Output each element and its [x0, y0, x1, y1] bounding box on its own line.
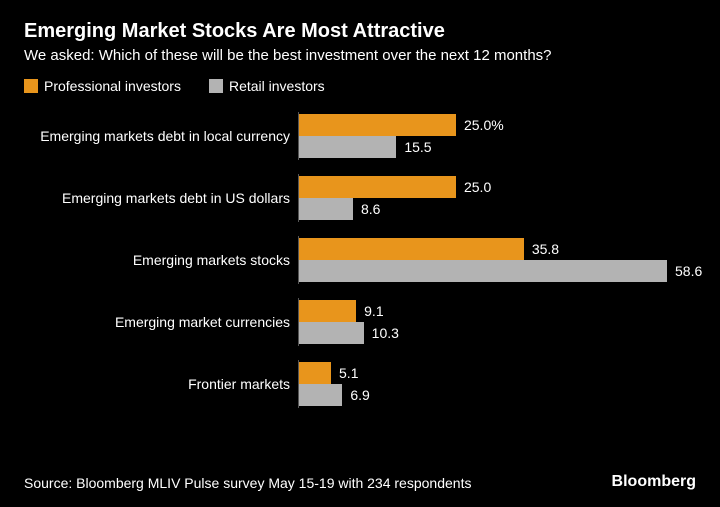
- chart-row: Emerging markets debt in US dollars 25.0 8…: [28, 174, 696, 222]
- chart-row: Emerging markets debt in local currency2…: [28, 112, 696, 160]
- bar-retail: 6.9: [299, 384, 696, 406]
- bar-professional: 5.1: [299, 362, 696, 384]
- bar-professional: 25.0%: [299, 114, 696, 136]
- bar-retail: 10.3: [299, 322, 696, 344]
- bar-retail: 8.6: [299, 198, 696, 220]
- chart-row: Frontier markets5.16.9: [28, 360, 696, 408]
- bar-value-label: 25.0%: [464, 117, 504, 133]
- bar-rect: [299, 136, 396, 158]
- bar-value-label: 9.1: [364, 303, 383, 319]
- bar-rect: [299, 176, 456, 198]
- category-label: Frontier markets: [28, 376, 298, 392]
- bar-professional: 9.1: [299, 300, 696, 322]
- bars-group: 5.16.9: [298, 360, 696, 408]
- bar-retail: 15.5: [299, 136, 696, 158]
- legend: Professional investors Retail investors: [24, 78, 696, 94]
- chart-row: Emerging market currencies 9.1 10.3: [28, 298, 696, 346]
- bar-professional: 25.0: [299, 176, 696, 198]
- bar-rect: [299, 322, 364, 344]
- bar-rect: [299, 238, 524, 260]
- bar-value-label: 58.6: [675, 263, 702, 279]
- legend-swatch-retail: [209, 79, 223, 93]
- category-label: Emerging markets stocks: [28, 252, 298, 268]
- bar-rect: [299, 362, 331, 384]
- legend-item-professional: Professional investors: [24, 78, 181, 94]
- chart-title: Emerging Market Stocks Are Most Attracti…: [24, 20, 696, 43]
- bars-group: 25.0 8.6: [298, 174, 696, 222]
- bar-rect: [299, 260, 667, 282]
- bar-value-label: 10.3: [372, 325, 399, 341]
- chart-row: Emerging markets stocks35.858.6: [28, 236, 696, 284]
- category-label: Emerging markets debt in local currency: [28, 128, 298, 144]
- legend-item-retail: Retail investors: [209, 78, 325, 94]
- bar-chart: Emerging markets debt in local currency2…: [24, 112, 696, 408]
- bar-rect: [299, 300, 356, 322]
- chart-subtitle: We asked: Which of these will be the bes…: [24, 47, 696, 64]
- legend-label-retail: Retail investors: [229, 78, 325, 94]
- bar-retail: 58.6: [299, 260, 702, 282]
- bars-group: 35.8 58.6: [298, 236, 702, 284]
- bar-value-label: 15.5: [404, 139, 431, 155]
- bar-professional: 35.8: [299, 238, 702, 260]
- legend-label-professional: Professional investors: [44, 78, 181, 94]
- bar-value-label: 35.8: [532, 241, 559, 257]
- bar-rect: [299, 384, 342, 406]
- footer: Source: Bloomberg MLIV Pulse survey May …: [24, 473, 696, 491]
- source-text: Source: Bloomberg MLIV Pulse survey May …: [24, 475, 471, 491]
- bar-value-label: 8.6: [361, 201, 380, 217]
- bars-group: 9.1 10.3: [298, 298, 696, 346]
- bar-value-label: 5.1: [339, 365, 358, 381]
- brand-logo: Bloomberg: [612, 473, 696, 491]
- legend-swatch-professional: [24, 79, 38, 93]
- category-label: Emerging markets debt in US dollars: [28, 190, 298, 206]
- bar-rect: [299, 198, 353, 220]
- category-label: Emerging market currencies: [28, 314, 298, 330]
- bars-group: 25.0% 15.5: [298, 112, 696, 160]
- bar-rect: [299, 114, 456, 136]
- bar-value-label: 6.9: [350, 387, 369, 403]
- bar-value-label: 25.0: [464, 179, 491, 195]
